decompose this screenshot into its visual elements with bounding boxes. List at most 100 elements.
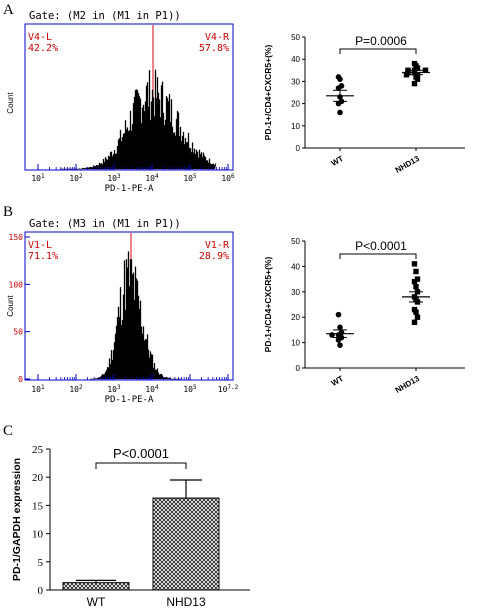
hist-b-tick-label: 105 xyxy=(183,384,197,394)
scatter-a-significance-bracket xyxy=(339,48,417,54)
scatter-b-y-tick-label: 40 xyxy=(291,262,300,271)
scatter-a-point-wt xyxy=(337,109,343,116)
scatter-b-point-wt xyxy=(337,324,343,331)
scatter-b-point-wt xyxy=(337,342,343,348)
scatter-b-y-tick-label: 30 xyxy=(291,288,300,297)
bar-c-y-tick-label: 20 xyxy=(32,472,44,484)
scatter-b-y-tick-label: 10 xyxy=(291,339,300,348)
scatter-b-ylabel: PD-1+/CD4+CXCR5+(%) xyxy=(263,257,273,353)
scatter-b-significance-bracket xyxy=(339,253,417,259)
scatter-a-point-nhd13 xyxy=(422,67,429,73)
hist-b-tick-label: 103 xyxy=(107,384,121,394)
hist-b-y-tick-label: 0 xyxy=(18,375,23,384)
scatter-b-point-nhd13 xyxy=(411,319,418,325)
hist-b-tick-label: 107.2 xyxy=(218,384,239,394)
scatter-b-point-wt xyxy=(335,311,342,318)
hist-a-gate-title: Gate: (M2 in (M1 in P1)) xyxy=(29,10,181,22)
histogram-a: Gate: (M2 in (M1 in P1)) Count V4-L 42.2… xyxy=(6,10,235,194)
scatter-a-point-wt xyxy=(335,85,342,91)
scatter-b-y-tick-label: 20 xyxy=(291,313,300,322)
scatter-b-point-nhd13 xyxy=(413,309,419,315)
hist-b-gate-right-pct: 28.9% xyxy=(199,251,229,262)
scatter-b-point-nhd13 xyxy=(414,314,421,320)
hist-b-tick-label: 101 xyxy=(31,384,45,394)
hist-b-ylabel: Count xyxy=(6,295,15,317)
scatter-a-y-tick-label: 30 xyxy=(291,77,300,86)
scatter-a-p-value: P=0.0006 xyxy=(355,34,407,48)
hist-a-ylabel: Count xyxy=(6,92,15,114)
scatter-a-point-wt xyxy=(337,76,343,82)
hist-a-x-ticks: 101 102 103 104 105 106 xyxy=(31,164,235,183)
scatter-a-y-tick-label: 20 xyxy=(291,100,300,109)
scatter-a-y-tick-label: 10 xyxy=(291,122,300,131)
hist-a-tick-label: 103 xyxy=(107,173,121,183)
bar-c-y-tick-label: 0 xyxy=(38,585,44,597)
scatter-b-x-tick-label: NHD13 xyxy=(394,374,422,395)
hist-b-tick-label: 104 xyxy=(145,384,159,394)
hist-a-tick-label: 102 xyxy=(69,173,83,183)
bar-c-x-tick-label: WT xyxy=(87,595,106,609)
hist-a-gate-right-pct: 57.8% xyxy=(199,43,229,54)
hist-b-y-tick-label: 50 xyxy=(13,328,23,337)
hist-a-gate-left-name: V4-L xyxy=(28,32,52,43)
hist-b-y-tick-label: 100 xyxy=(9,280,24,289)
hist-a-xlabel: PD-1-PE-A xyxy=(105,184,154,194)
hist-a-frame xyxy=(24,23,234,171)
scatter-b-y-tick-label: 50 xyxy=(291,237,300,246)
bar-c-bar-wt xyxy=(62,582,130,591)
hist-b-gate-title: Gate: (M3 in (M1 in P1)) xyxy=(29,218,181,230)
hist-a-gate-right-name: V4-R xyxy=(205,32,230,43)
hist-b-distribution xyxy=(90,251,181,380)
hist-b-gate-right-name: V1-R xyxy=(205,240,230,251)
scatter-b: 0 10 20 30 40 50 PD-1+/CD4+CXCR5+(%) WT NHD13 P<0… xyxy=(263,237,465,395)
scatter-a-ylabel: PD-1+/CD4+CXCR5+(%) xyxy=(263,45,273,141)
scatter-b-x-tick-label: WT xyxy=(330,374,345,388)
hist-b-y-tick-label: 150 xyxy=(9,233,24,242)
scatter-a-x-tick-label: WT xyxy=(330,154,345,168)
scatter-a: 0 10 20 30 40 50 PD-1+/CD4+CXCR5+(%) WT NHD13 P=0… xyxy=(263,33,465,175)
hist-b-y-ticks: 0 50 100 150 xyxy=(9,233,30,384)
scatter-a-y-tick-label: 0 xyxy=(296,144,301,153)
scatter-a-point-nhd13 xyxy=(403,72,410,78)
bar-c-x-tick-label: NHD13 xyxy=(166,595,206,609)
bar-c-y-tick-label: 25 xyxy=(32,444,44,456)
scatter-a-x-tick-label: NHD13 xyxy=(394,154,422,175)
bar-c-y-tick-label: 15 xyxy=(32,500,44,512)
hist-b-tick-label: 102 xyxy=(69,384,83,394)
histogram-b: Gate: (M3 in (M1 in P1)) Count 0 50 100 150… xyxy=(6,218,239,405)
scatter-b-point-nhd13 xyxy=(413,268,419,275)
scatter-a-y-tick-label: 40 xyxy=(291,55,300,64)
scatter-b-y-tick-label: 0 xyxy=(296,364,301,373)
bar-c-y-tick-label: 10 xyxy=(32,529,44,541)
scatter-b-point-wt xyxy=(335,337,342,343)
bar-c-bar-nhd13 xyxy=(152,497,220,591)
panel-letter-c: C xyxy=(3,423,13,439)
bar-c-y-tick-label: 5 xyxy=(38,557,44,569)
scatter-b-point-wt xyxy=(329,332,335,338)
hist-a-gate-left-pct: 42.2% xyxy=(28,43,58,54)
bar-c-significance-bracket xyxy=(95,462,187,469)
scatter-b-point-nhd13 xyxy=(411,278,418,285)
scatter-b-point-nhd13 xyxy=(411,261,418,267)
hist-b-gate-left-pct: 71.1% xyxy=(28,251,58,262)
scatter-a-y-tick-label: 50 xyxy=(291,33,300,42)
scatter-a-point-nhd13 xyxy=(414,76,421,82)
scatter-a-point-wt xyxy=(335,100,342,107)
bar-c-ylabel: PD-1/GAPDH expression xyxy=(11,458,23,581)
panel-letter-b: B xyxy=(3,204,13,220)
scatter-a-point-nhd13 xyxy=(411,80,418,87)
hist-a-tick-label: 101 xyxy=(31,173,45,183)
hist-b-x-ticks: 101 102 103 104 105 107.2 xyxy=(31,374,239,394)
scatter-a-point-nhd13 xyxy=(414,65,421,71)
scatter-b-point-nhd13 xyxy=(413,284,419,290)
hist-b-xlabel: PD-1-PE-A xyxy=(105,395,154,405)
hist-a-distribution xyxy=(60,69,217,170)
bar-c-p-value: P<0.0001 xyxy=(113,446,169,461)
hist-a-tick-label: 105 xyxy=(183,173,197,183)
hist-b-gate-left-name: V1-L xyxy=(28,240,52,251)
hist-b-frame xyxy=(24,231,234,381)
hist-a-tick-label: 104 xyxy=(145,173,159,183)
panel-letter-a: A xyxy=(3,2,14,18)
scatter-b-point-nhd13 xyxy=(414,276,421,282)
